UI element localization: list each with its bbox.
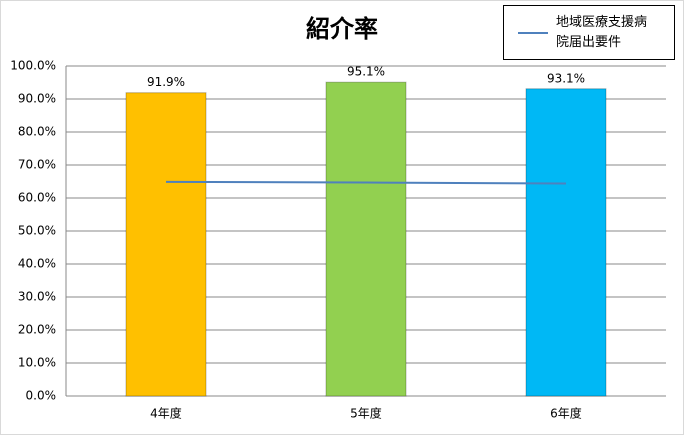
y-tick-label: 90.0% bbox=[18, 92, 56, 106]
bar bbox=[325, 81, 407, 397]
x-tick-label: 5年度 bbox=[350, 406, 382, 421]
value-label: 91.9% bbox=[147, 75, 185, 89]
bar bbox=[125, 92, 207, 397]
y-tick-label: 100.0% bbox=[10, 59, 56, 73]
value-label: 95.1% bbox=[347, 65, 385, 79]
bar bbox=[525, 88, 607, 397]
line-series bbox=[165, 180, 567, 185]
value-label: 93.1% bbox=[547, 71, 585, 85]
y-tick-label: 10.0% bbox=[18, 356, 56, 370]
y-tick-label: 80.0% bbox=[18, 125, 56, 139]
chart-title: 紹介率 bbox=[306, 15, 378, 43]
y-tick-label: 50.0% bbox=[18, 224, 56, 238]
y-tick-label: 30.0% bbox=[18, 290, 56, 304]
x-tick-label: 4年度 bbox=[150, 406, 182, 421]
legend-swatch bbox=[518, 31, 548, 34]
y-tick-label: 0.0% bbox=[26, 389, 57, 403]
legend: 地域医療支援病院届出要件 bbox=[503, 5, 675, 60]
legend-label: 地域医療支援病院届出要件 bbox=[556, 14, 648, 50]
x-tick-label: 6年度 bbox=[550, 406, 582, 421]
y-tick-label: 60.0% bbox=[18, 191, 56, 205]
y-tick-label: 20.0% bbox=[18, 323, 56, 337]
y-tick-label: 40.0% bbox=[18, 257, 56, 271]
y-tick-label: 70.0% bbox=[18, 158, 56, 172]
